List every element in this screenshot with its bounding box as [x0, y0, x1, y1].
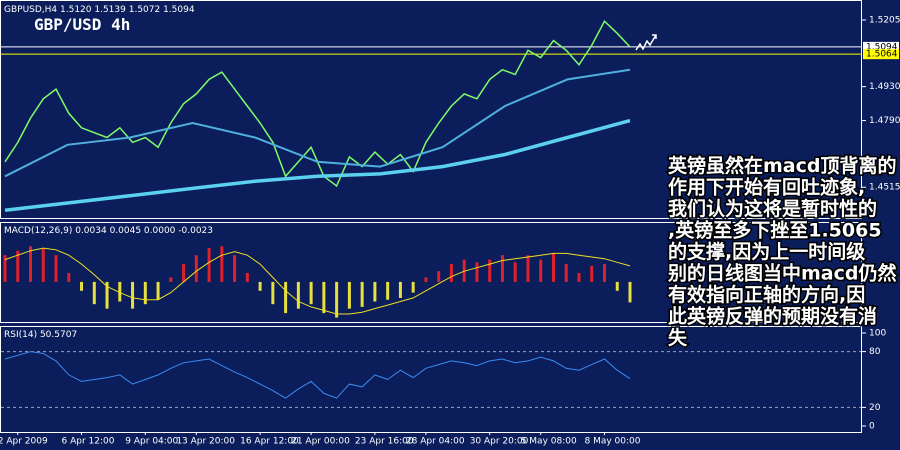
x-tick-label: 21 Apr 00:00 — [291, 437, 350, 447]
x-tick-label: 5 May 08:00 — [521, 437, 577, 447]
annotation-line: 此英镑反弹的预期没有消 — [668, 305, 877, 328]
annotation-line: 作用下开始有回吐迹象, — [668, 176, 865, 199]
y-tick-label: 1.4790 — [869, 116, 900, 126]
series-line — [4, 68, 631, 178]
symbol-title: GBP/USD 4h — [34, 15, 130, 34]
x-tick-label: 23 Apr 16:00 — [355, 437, 414, 447]
y-tick-label: 1.4930 — [869, 82, 900, 92]
y-tick-label: 1.5205 — [869, 15, 900, 25]
annotation-line: 有效指向正轴的方向,因 — [668, 283, 865, 306]
panel-frames — [0, 0, 862, 433]
annotation-line: 的支撑,因为上一时间级 — [668, 240, 865, 263]
x-tick-label: 16 Apr 12:00 — [240, 437, 299, 447]
price-label: 1.5064 — [866, 50, 898, 60]
price-label-box — [863, 49, 899, 60]
price-label: 1.5094 — [866, 42, 898, 52]
x-tick-label: 28 Apr 04:00 — [406, 437, 465, 447]
series-line — [4, 247, 631, 315]
annotation-line: 别的日线图当中macd仍然 — [667, 262, 896, 285]
y-tick-label: 1.4515 — [869, 183, 900, 193]
price-header: GBPUSD,H4 1.5120 1.5139 1.5072 1.5094 — [4, 5, 195, 15]
x-tick-label: 9 Apr 04:00 — [125, 437, 178, 447]
price-label-box — [863, 41, 899, 52]
y-tick-label: 80 — [869, 347, 881, 357]
annotation: 英镑虽然在macd顶背离的作用下开始有回吐迹象,我们认为这将是暂时性的,英镑至多… — [666, 153, 898, 351]
rsi-header: RSI(14) 50.5707 — [4, 330, 77, 340]
x-tick-label: 6 Apr 12:00 — [62, 437, 115, 447]
y-tick-label: 0 — [869, 422, 875, 432]
price-panel — [0, 0, 862, 219]
macd-header: MACD(12,26,9) 0.0034 0.0045 0.0000 -0.00… — [4, 226, 213, 236]
x-tick-label: 13 Apr 20:00 — [176, 437, 235, 447]
y-tick-label: 20 — [869, 403, 881, 413]
series-line — [4, 351, 631, 399]
series-line — [4, 118, 631, 212]
annotation-line: ,英镑至多下挫至1.5065 — [668, 219, 882, 242]
x-tick-label: 8 May 00:00 — [584, 437, 640, 447]
annotation-line: 失 — [668, 326, 688, 349]
y-tick-label: 100 — [869, 329, 886, 339]
annotation-line: 我们认为这将是暂时性的 — [668, 197, 877, 220]
macd-panel — [0, 222, 862, 323]
annotation-line: 英镑虽然在macd顶背离的 — [668, 154, 896, 177]
arrow-sketch — [635, 34, 657, 51]
x-tick-label: 2 Apr 2009 — [0, 437, 48, 447]
rsi-panel — [0, 326, 862, 433]
x-tick-label: 30 Apr 20:00 — [470, 437, 529, 447]
